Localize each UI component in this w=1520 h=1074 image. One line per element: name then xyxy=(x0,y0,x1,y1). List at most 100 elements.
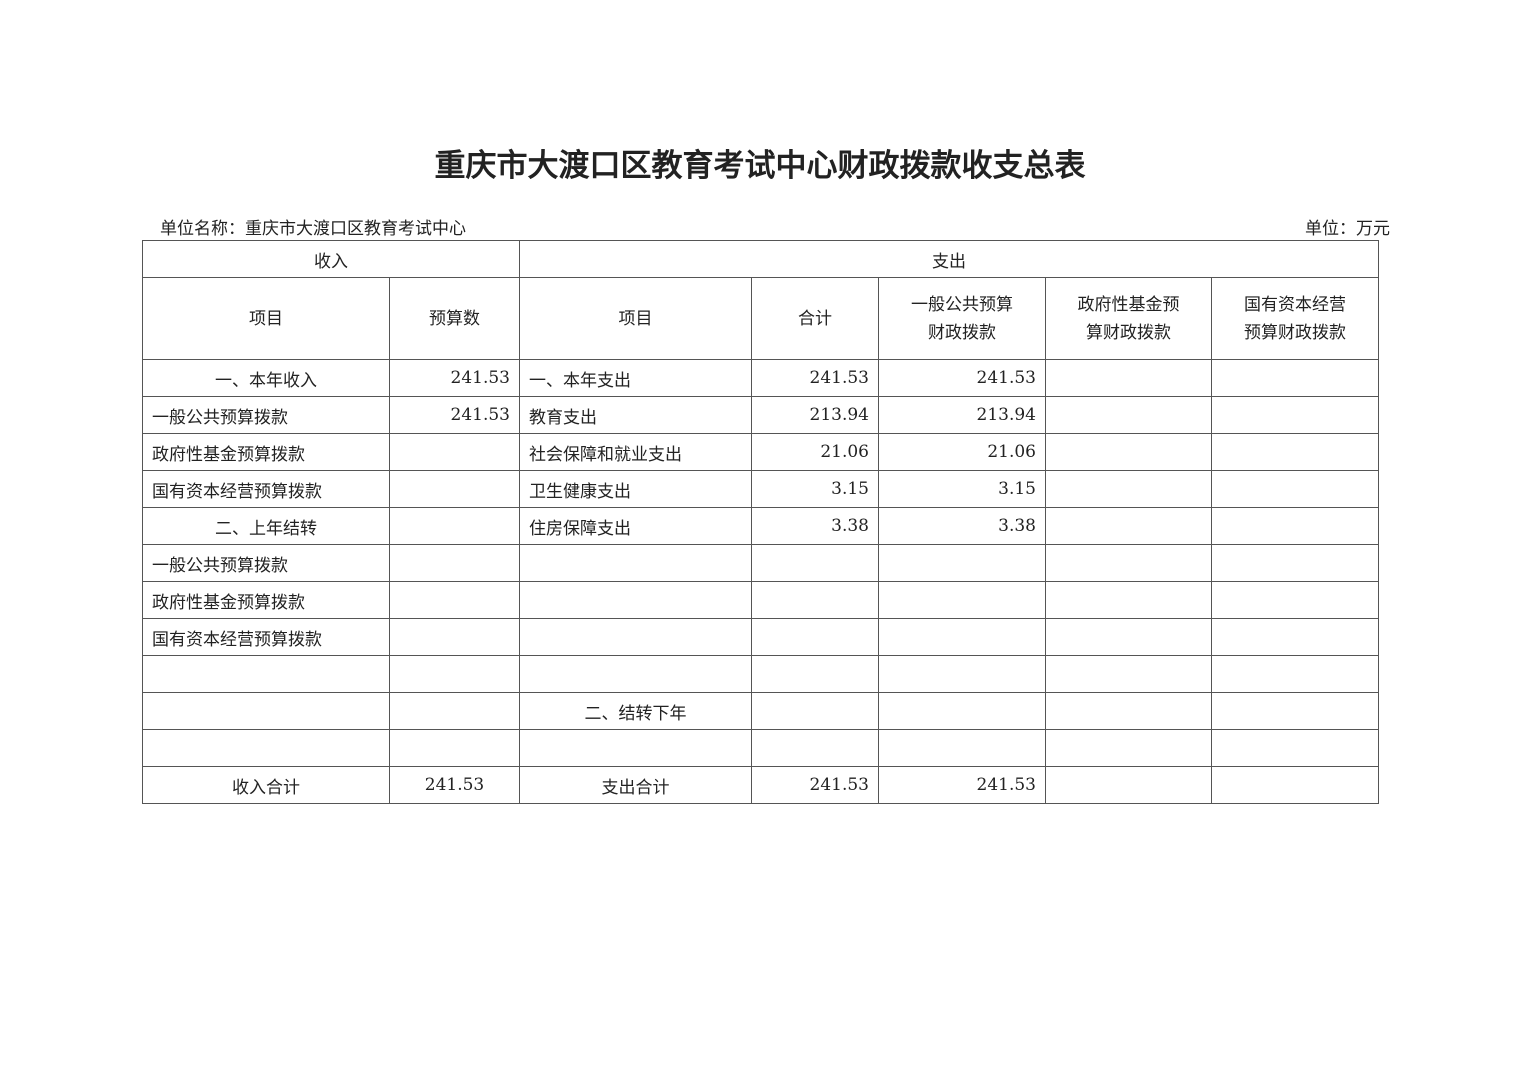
table-cell xyxy=(1045,692,1212,730)
table-cell: 3.15 xyxy=(878,470,1046,508)
table-cell xyxy=(1211,655,1379,693)
table-cell xyxy=(142,655,390,693)
table-row: 二、结转下年 xyxy=(142,692,1379,730)
table-row: 二、上年结转 住房保障支出 3.38 3.38 xyxy=(142,507,1379,545)
unit-label: 单位：万元 xyxy=(1305,219,1390,239)
table-cell xyxy=(878,618,1046,656)
table-cell: 政府性基金预算拨款 xyxy=(142,433,390,471)
table-cell xyxy=(1045,618,1212,656)
table-cell: 住房保障支出 xyxy=(519,507,752,545)
table-cell: 社会保障和就业支出 xyxy=(519,433,752,471)
table-cell: 国有资本经营预算拨款 xyxy=(142,470,390,508)
table-cell xyxy=(389,618,520,656)
col-header-budget: 预算数 xyxy=(389,277,520,360)
table-cell: 241.53 xyxy=(389,359,520,397)
table-cell: 二、结转下年 xyxy=(519,692,752,730)
column-header-row: 项目 预算数 项目 合计 一般公共预算财政拨款 政府性基金预算财政拨款 国有资本… xyxy=(142,277,1379,360)
table-cell xyxy=(878,544,1046,582)
table-cell xyxy=(1045,729,1212,767)
table-cell xyxy=(751,544,879,582)
table-cell: 21.06 xyxy=(878,433,1046,471)
table-cell: 支出合计 xyxy=(519,766,752,804)
table-row: 政府性基金预算拨款 xyxy=(142,581,1379,619)
table-cell xyxy=(519,581,752,619)
table-cell xyxy=(1045,544,1212,582)
page-title: 重庆市大渡口区教育考试中心财政拨款收支总表 xyxy=(434,148,1086,184)
table-cell xyxy=(142,692,390,730)
table-cell: 213.94 xyxy=(751,396,879,434)
table-cell xyxy=(1045,507,1212,545)
table-cell xyxy=(389,433,520,471)
table-cell xyxy=(751,581,879,619)
table-cell xyxy=(751,729,879,767)
table-row: 一般公共预算拨款 241.53 教育支出 213.94 213.94 xyxy=(142,396,1379,434)
table-cell xyxy=(1211,507,1379,545)
col-header-general: 一般公共预算财政拨款 xyxy=(878,277,1046,360)
table-cell xyxy=(1211,359,1379,397)
table-cell: 政府性基金预算拨款 xyxy=(142,581,390,619)
table-cell xyxy=(1211,766,1379,804)
col-header-income-item: 项目 xyxy=(142,277,390,360)
income-header: 收入 xyxy=(142,240,520,278)
table-cell: 教育支出 xyxy=(519,396,752,434)
total-row: 收入合计 241.53 支出合计 241.53 241.53 xyxy=(142,766,1379,804)
table-cell xyxy=(878,655,1046,693)
table-cell xyxy=(1045,359,1212,397)
budget-table: 收入 支出 项目 预算数 项目 合计 一般公共预算财政拨款 政府性基金预算财政拨… xyxy=(142,240,1379,804)
table-cell xyxy=(1211,544,1379,582)
table-cell: 卫生健康支出 xyxy=(519,470,752,508)
table-cell xyxy=(389,581,520,619)
table-cell xyxy=(1045,470,1212,508)
table-cell: 3.38 xyxy=(751,507,879,545)
table-cell xyxy=(1211,433,1379,471)
table-cell xyxy=(751,618,879,656)
table-cell xyxy=(1211,470,1379,508)
col-header-fund: 政府性基金预算财政拨款 xyxy=(1045,277,1212,360)
table-cell xyxy=(389,692,520,730)
table-cell: 3.15 xyxy=(751,470,879,508)
table-cell: 241.53 xyxy=(389,396,520,434)
table-cell xyxy=(389,507,520,545)
table-cell: 241.53 xyxy=(751,766,879,804)
table-cell: 241.53 xyxy=(751,359,879,397)
table-cell xyxy=(389,470,520,508)
col-header-state-capital: 国有资本经营预算财政拨款 xyxy=(1211,277,1379,360)
table-cell xyxy=(519,655,752,693)
table-cell: 213.94 xyxy=(878,396,1046,434)
table-row: 国有资本经营预算拨款 xyxy=(142,618,1379,656)
table-cell xyxy=(878,581,1046,619)
table-cell xyxy=(1045,655,1212,693)
group-header-row: 收入 支出 xyxy=(142,240,1379,278)
expense-header: 支出 xyxy=(519,240,1379,278)
unit-name: 单位名称：重庆市大渡口区教育考试中心 xyxy=(160,219,466,239)
table-cell xyxy=(519,729,752,767)
table-cell: 收入合计 xyxy=(142,766,390,804)
table-row: 政府性基金预算拨款 社会保障和就业支出 21.06 21.06 xyxy=(142,433,1379,471)
table-row xyxy=(142,729,1379,767)
table-cell: 国有资本经营预算拨款 xyxy=(142,618,390,656)
table-cell xyxy=(751,655,879,693)
table-cell: 二、上年结转 xyxy=(142,507,390,545)
table-cell xyxy=(519,618,752,656)
table-cell xyxy=(1045,433,1212,471)
table-cell xyxy=(1045,396,1212,434)
table-cell: 一、本年收入 xyxy=(142,359,390,397)
table-cell xyxy=(751,692,879,730)
table-cell xyxy=(1211,396,1379,434)
table-cell: 241.53 xyxy=(389,766,520,804)
table-cell xyxy=(878,692,1046,730)
table-row: 一、本年收入 241.53 一、本年支出 241.53 241.53 xyxy=(142,359,1379,397)
table-cell xyxy=(1045,766,1212,804)
table-cell: 3.38 xyxy=(878,507,1046,545)
table-cell xyxy=(1045,581,1212,619)
table-row: 国有资本经营预算拨款 卫生健康支出 3.15 3.15 xyxy=(142,470,1379,508)
table-cell xyxy=(142,729,390,767)
table-cell xyxy=(878,729,1046,767)
table-cell: 一、本年支出 xyxy=(519,359,752,397)
table-cell: 一般公共预算拨款 xyxy=(142,544,390,582)
table-cell: 241.53 xyxy=(878,359,1046,397)
table-cell xyxy=(1211,581,1379,619)
table-cell xyxy=(389,655,520,693)
table-cell: 241.53 xyxy=(878,766,1046,804)
table-cell: 21.06 xyxy=(751,433,879,471)
